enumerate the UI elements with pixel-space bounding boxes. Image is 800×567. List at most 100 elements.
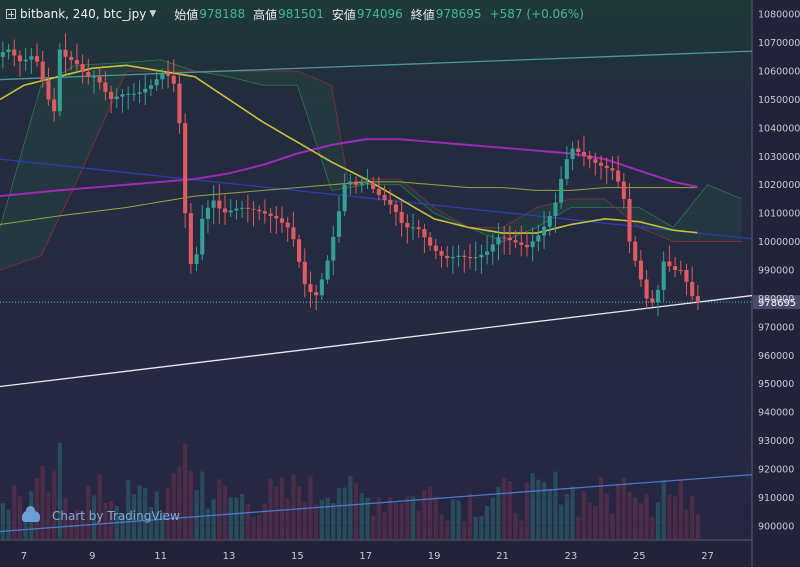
volume-bar bbox=[513, 512, 518, 540]
volume-bar bbox=[484, 505, 490, 540]
volume-bar bbox=[410, 496, 416, 540]
candle-body bbox=[228, 210, 233, 213]
open-label: 始値 bbox=[174, 7, 199, 22]
candle-body bbox=[297, 239, 302, 262]
candle-body bbox=[331, 236, 336, 261]
volume-bar bbox=[228, 496, 233, 540]
candle-body bbox=[405, 222, 410, 228]
volume-bar bbox=[530, 473, 535, 540]
candle-body bbox=[542, 226, 547, 236]
volume-bar bbox=[6, 509, 11, 540]
time-axis-background bbox=[0, 540, 752, 567]
volume-bar bbox=[148, 507, 154, 540]
volume-bar bbox=[684, 509, 689, 540]
volume-bar bbox=[177, 466, 182, 540]
volume-bar bbox=[450, 499, 456, 540]
candle-body bbox=[245, 207, 250, 209]
volume-bar bbox=[165, 488, 171, 540]
candle-body bbox=[354, 181, 359, 185]
cloud-span-b bbox=[0, 70, 742, 271]
volume-bar bbox=[422, 489, 427, 540]
volume-bar bbox=[154, 491, 159, 540]
volume-bar bbox=[439, 514, 444, 540]
volume-bar bbox=[479, 516, 484, 540]
candle-body bbox=[485, 251, 490, 255]
candle-body bbox=[97, 76, 102, 83]
x-tick-label: 21 bbox=[496, 551, 509, 562]
candle-body bbox=[667, 261, 672, 267]
candle-body bbox=[678, 270, 683, 271]
volume-bar bbox=[638, 503, 644, 540]
ichimoku-cloud bbox=[0, 59, 742, 271]
candle-body bbox=[553, 202, 558, 216]
chart-header: bitbank, 240, btc_jpy ▼ 始値 978188 高値 981… bbox=[6, 4, 584, 24]
y-tick-label: 920000 bbox=[758, 464, 794, 475]
candle-body bbox=[262, 211, 267, 214]
trendline-descending bbox=[0, 158, 753, 240]
volume-bar bbox=[621, 477, 626, 540]
chevron-down-icon[interactable]: ▼ bbox=[149, 9, 157, 19]
x-tick-label: 15 bbox=[291, 551, 304, 562]
y-tick-label: 1000000 bbox=[758, 237, 800, 248]
volume-bar bbox=[393, 502, 399, 540]
volume-bar bbox=[234, 496, 239, 540]
collapse-icon[interactable] bbox=[6, 9, 16, 19]
y-tick-label: 1050000 bbox=[758, 95, 800, 106]
volume-bar bbox=[336, 488, 342, 540]
volume-bar bbox=[576, 516, 581, 540]
candle-body bbox=[109, 91, 114, 99]
volume-bar bbox=[633, 497, 638, 540]
candle-body bbox=[80, 64, 85, 72]
volume-bar bbox=[120, 513, 125, 540]
open-value: 978188 bbox=[199, 7, 246, 21]
candle-body bbox=[291, 227, 296, 240]
candle-body bbox=[433, 245, 438, 252]
volume-bar bbox=[490, 497, 495, 540]
volume-bar bbox=[143, 487, 148, 540]
volume-bar bbox=[661, 479, 666, 540]
y-tick-label: 1020000 bbox=[758, 180, 800, 191]
x-tick-label: 27 bbox=[701, 551, 714, 562]
y-tick-label: 990000 bbox=[758, 266, 794, 277]
volume-bar bbox=[610, 513, 615, 540]
x-tick-label: 9 bbox=[89, 551, 95, 562]
candle-body bbox=[34, 56, 40, 62]
volume-bar bbox=[222, 485, 228, 540]
volume-bar bbox=[40, 466, 45, 540]
candle-body bbox=[160, 73, 165, 80]
volume-bar bbox=[325, 497, 330, 540]
volume-bar bbox=[17, 495, 23, 540]
volume-bar bbox=[302, 502, 307, 540]
volume-bar bbox=[200, 471, 205, 540]
candle-body bbox=[194, 254, 199, 264]
volume-bar bbox=[615, 483, 621, 540]
candle-body bbox=[114, 96, 119, 99]
symbol-label[interactable]: bitbank, 240, btc_jpy bbox=[20, 7, 147, 21]
volume-bar bbox=[672, 495, 678, 540]
cloud-icon bbox=[22, 505, 40, 522]
candle-body bbox=[348, 181, 353, 185]
candle-body bbox=[547, 216, 552, 227]
candle-body bbox=[29, 56, 34, 60]
candle-body bbox=[12, 49, 17, 56]
volume-bar bbox=[564, 494, 569, 540]
candle-body bbox=[308, 284, 313, 293]
x-tick-label: 19 bbox=[428, 551, 441, 562]
candle-body bbox=[462, 255, 467, 257]
candle-body bbox=[559, 179, 564, 203]
candle-body bbox=[342, 184, 347, 212]
tradingview-watermark[interactable]: Chart by TradingView bbox=[22, 505, 180, 523]
candle-body bbox=[325, 260, 330, 280]
candle-body bbox=[576, 148, 581, 153]
x-tick-label: 11 bbox=[154, 551, 167, 562]
candle-body bbox=[143, 88, 148, 93]
close-label: 終値 bbox=[410, 7, 435, 22]
y-tick-label: 1060000 bbox=[758, 67, 800, 78]
volume-bar bbox=[604, 493, 609, 540]
volume-bar bbox=[91, 495, 97, 540]
candle-body bbox=[205, 207, 210, 219]
candle-body bbox=[314, 292, 319, 296]
candle-body bbox=[655, 289, 661, 303]
